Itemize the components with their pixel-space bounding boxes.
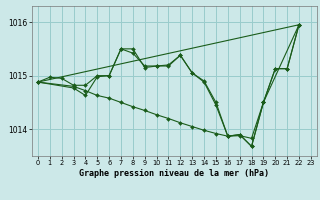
X-axis label: Graphe pression niveau de la mer (hPa): Graphe pression niveau de la mer (hPa) xyxy=(79,169,269,178)
